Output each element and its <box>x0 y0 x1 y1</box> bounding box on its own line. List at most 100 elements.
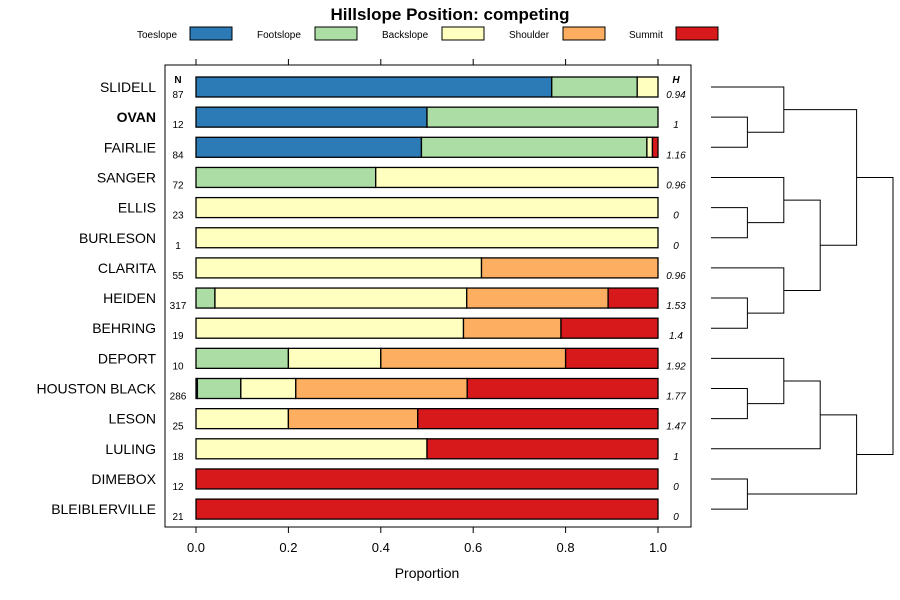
row-dimebox: DIMEBOX 12 0 <box>91 468 679 493</box>
series-label: FAIRLIE <box>104 139 156 155</box>
bar-segment-luling-backslope <box>195 438 428 460</box>
bar-segment-behring-shoulder <box>462 317 562 339</box>
bar-segment-slidell-footslope <box>551 76 638 98</box>
bar-segment-heiden-footslope <box>195 287 216 309</box>
series-label: DIMEBOX <box>91 471 156 487</box>
bar-segment-slidell-backslope <box>636 76 659 98</box>
dendrogram-branch <box>711 297 748 329</box>
dendrogram-branch <box>711 388 748 420</box>
bar-segment-houston-black-summit <box>466 377 659 400</box>
x-tick-label: 1.0 <box>649 540 667 555</box>
n-value: 12 <box>172 120 184 131</box>
h-value: 0.96 <box>666 271 686 282</box>
bar-segment-ellis-backslope <box>195 196 659 219</box>
row-sanger: SANGER 72 0.96 <box>97 166 686 191</box>
bar-segment-sanger-backslope <box>375 166 659 189</box>
legend-swatch-summit <box>675 26 719 41</box>
bar-segment-heiden-shoulder <box>466 287 609 309</box>
bar-segment-houston-black-shoulder <box>295 377 468 400</box>
x-axis-label: Proportion <box>395 565 460 581</box>
bar-segment-bleiblerville-summit <box>195 498 659 520</box>
n-value: 21 <box>172 512 184 523</box>
bar-segment-deport-backslope <box>287 347 382 370</box>
dendrogram-branch <box>856 176 894 455</box>
h-value: 1 <box>673 452 679 463</box>
series-label: ELLIS <box>118 200 156 216</box>
n-value: 87 <box>172 90 184 101</box>
series-label: BLEIBLERVILLE <box>51 501 156 517</box>
legend-label-summit: Summit <box>629 30 663 41</box>
series-label: BEHRING <box>92 320 156 336</box>
series-label: CLARITA <box>98 260 157 276</box>
row-burleson: BURLESON 1 0 <box>79 227 679 252</box>
h-value: 1.53 <box>666 301 686 312</box>
bar-segment-behring-summit <box>560 317 659 339</box>
bar-segment-ovan-footslope <box>426 106 659 128</box>
h-value: 1.77 <box>666 392 686 403</box>
dendrogram-branch <box>711 207 748 239</box>
h-value: 1 <box>673 120 679 131</box>
bar-segment-houston-black-footslope <box>196 377 242 400</box>
x-tick-label: 0.6 <box>464 540 482 555</box>
bar-segment-dimebox-summit <box>195 468 659 490</box>
n-value: 10 <box>172 361 184 372</box>
n-column-header: N <box>174 75 181 86</box>
dendrogram-branch <box>711 116 748 148</box>
row-deport: DEPORT 10 1.92 <box>98 347 686 372</box>
h-value: 1.16 <box>666 150 686 161</box>
bar-segment-leson-backslope <box>195 407 290 430</box>
series-label: OVAN <box>117 109 156 125</box>
bar-segment-slidell-toeslope <box>195 76 553 98</box>
n-value: 84 <box>172 150 184 161</box>
row-bleiblerville: BLEIBLERVILLE 21 0 <box>51 498 679 523</box>
dendrogram <box>711 86 894 510</box>
h-value: 1.92 <box>666 361 686 372</box>
series-label: HOUSTON BLACK <box>36 381 156 397</box>
h-column-header: H <box>672 75 680 86</box>
bar-segment-burleson-backslope <box>195 227 659 249</box>
row-clarita: CLARITA 55 0.96 <box>98 257 686 282</box>
row-luling: LULING 18 1 <box>105 438 679 463</box>
bar-segment-fairlie-toeslope <box>195 136 423 158</box>
dendrogram-branch <box>783 199 821 292</box>
n-value: 1 <box>175 241 181 252</box>
bar-segment-deport-summit <box>564 347 659 370</box>
dendrogram-branch <box>711 478 748 510</box>
n-value: 72 <box>172 180 184 191</box>
bar-segment-behring-backslope <box>195 317 465 339</box>
x-axis: 0.0 0.2 0.4 0.6 0.8 1.0 <box>187 59 667 555</box>
bar-segment-houston-black-backslope <box>240 377 297 400</box>
h-value: 0 <box>673 482 679 493</box>
row-heiden: HEIDEN 317 1.53 <box>103 287 686 312</box>
n-value: 23 <box>172 211 184 222</box>
n-value: 25 <box>172 422 184 433</box>
n-value: 317 <box>170 301 187 312</box>
row-ellis: ELLIS 23 0 <box>118 196 679 222</box>
h-value: 1.47 <box>666 422 686 433</box>
dendrogram-branch <box>747 414 858 495</box>
x-tick-label: 0.0 <box>187 540 205 555</box>
series-label: SANGER <box>97 169 156 185</box>
series-label: LESON <box>109 411 156 427</box>
bar-segment-clarita-shoulder <box>480 257 659 279</box>
bar-segment-luling-summit <box>426 438 659 460</box>
legend-swatch-toeslope <box>189 26 233 41</box>
series-label: DEPORT <box>98 350 157 366</box>
row-houston-black: HOUSTON BLACK 286 1.77 <box>36 377 686 403</box>
series-label: SLIDELL <box>100 79 156 95</box>
legend-swatch-backslope <box>441 26 485 41</box>
legend-label-footslope: Footslope <box>257 30 301 41</box>
bar-segment-fairlie-summit <box>651 136 659 158</box>
n-value: 18 <box>172 452 184 463</box>
plot-frame <box>164 64 692 528</box>
x-tick-label: 0.2 <box>279 540 297 555</box>
bar-segment-leson-summit <box>417 407 659 430</box>
bar-segment-heiden-summit <box>607 287 659 309</box>
bar-segment-clarita-backslope <box>195 257 483 279</box>
bar-segment-fairlie-footslope <box>420 136 648 158</box>
bar-segment-heiden-backslope <box>214 287 468 309</box>
row-fairlie: FAIRLIE 84 1.16 <box>104 136 686 161</box>
bar-segment-sanger-footslope <box>195 166 377 189</box>
